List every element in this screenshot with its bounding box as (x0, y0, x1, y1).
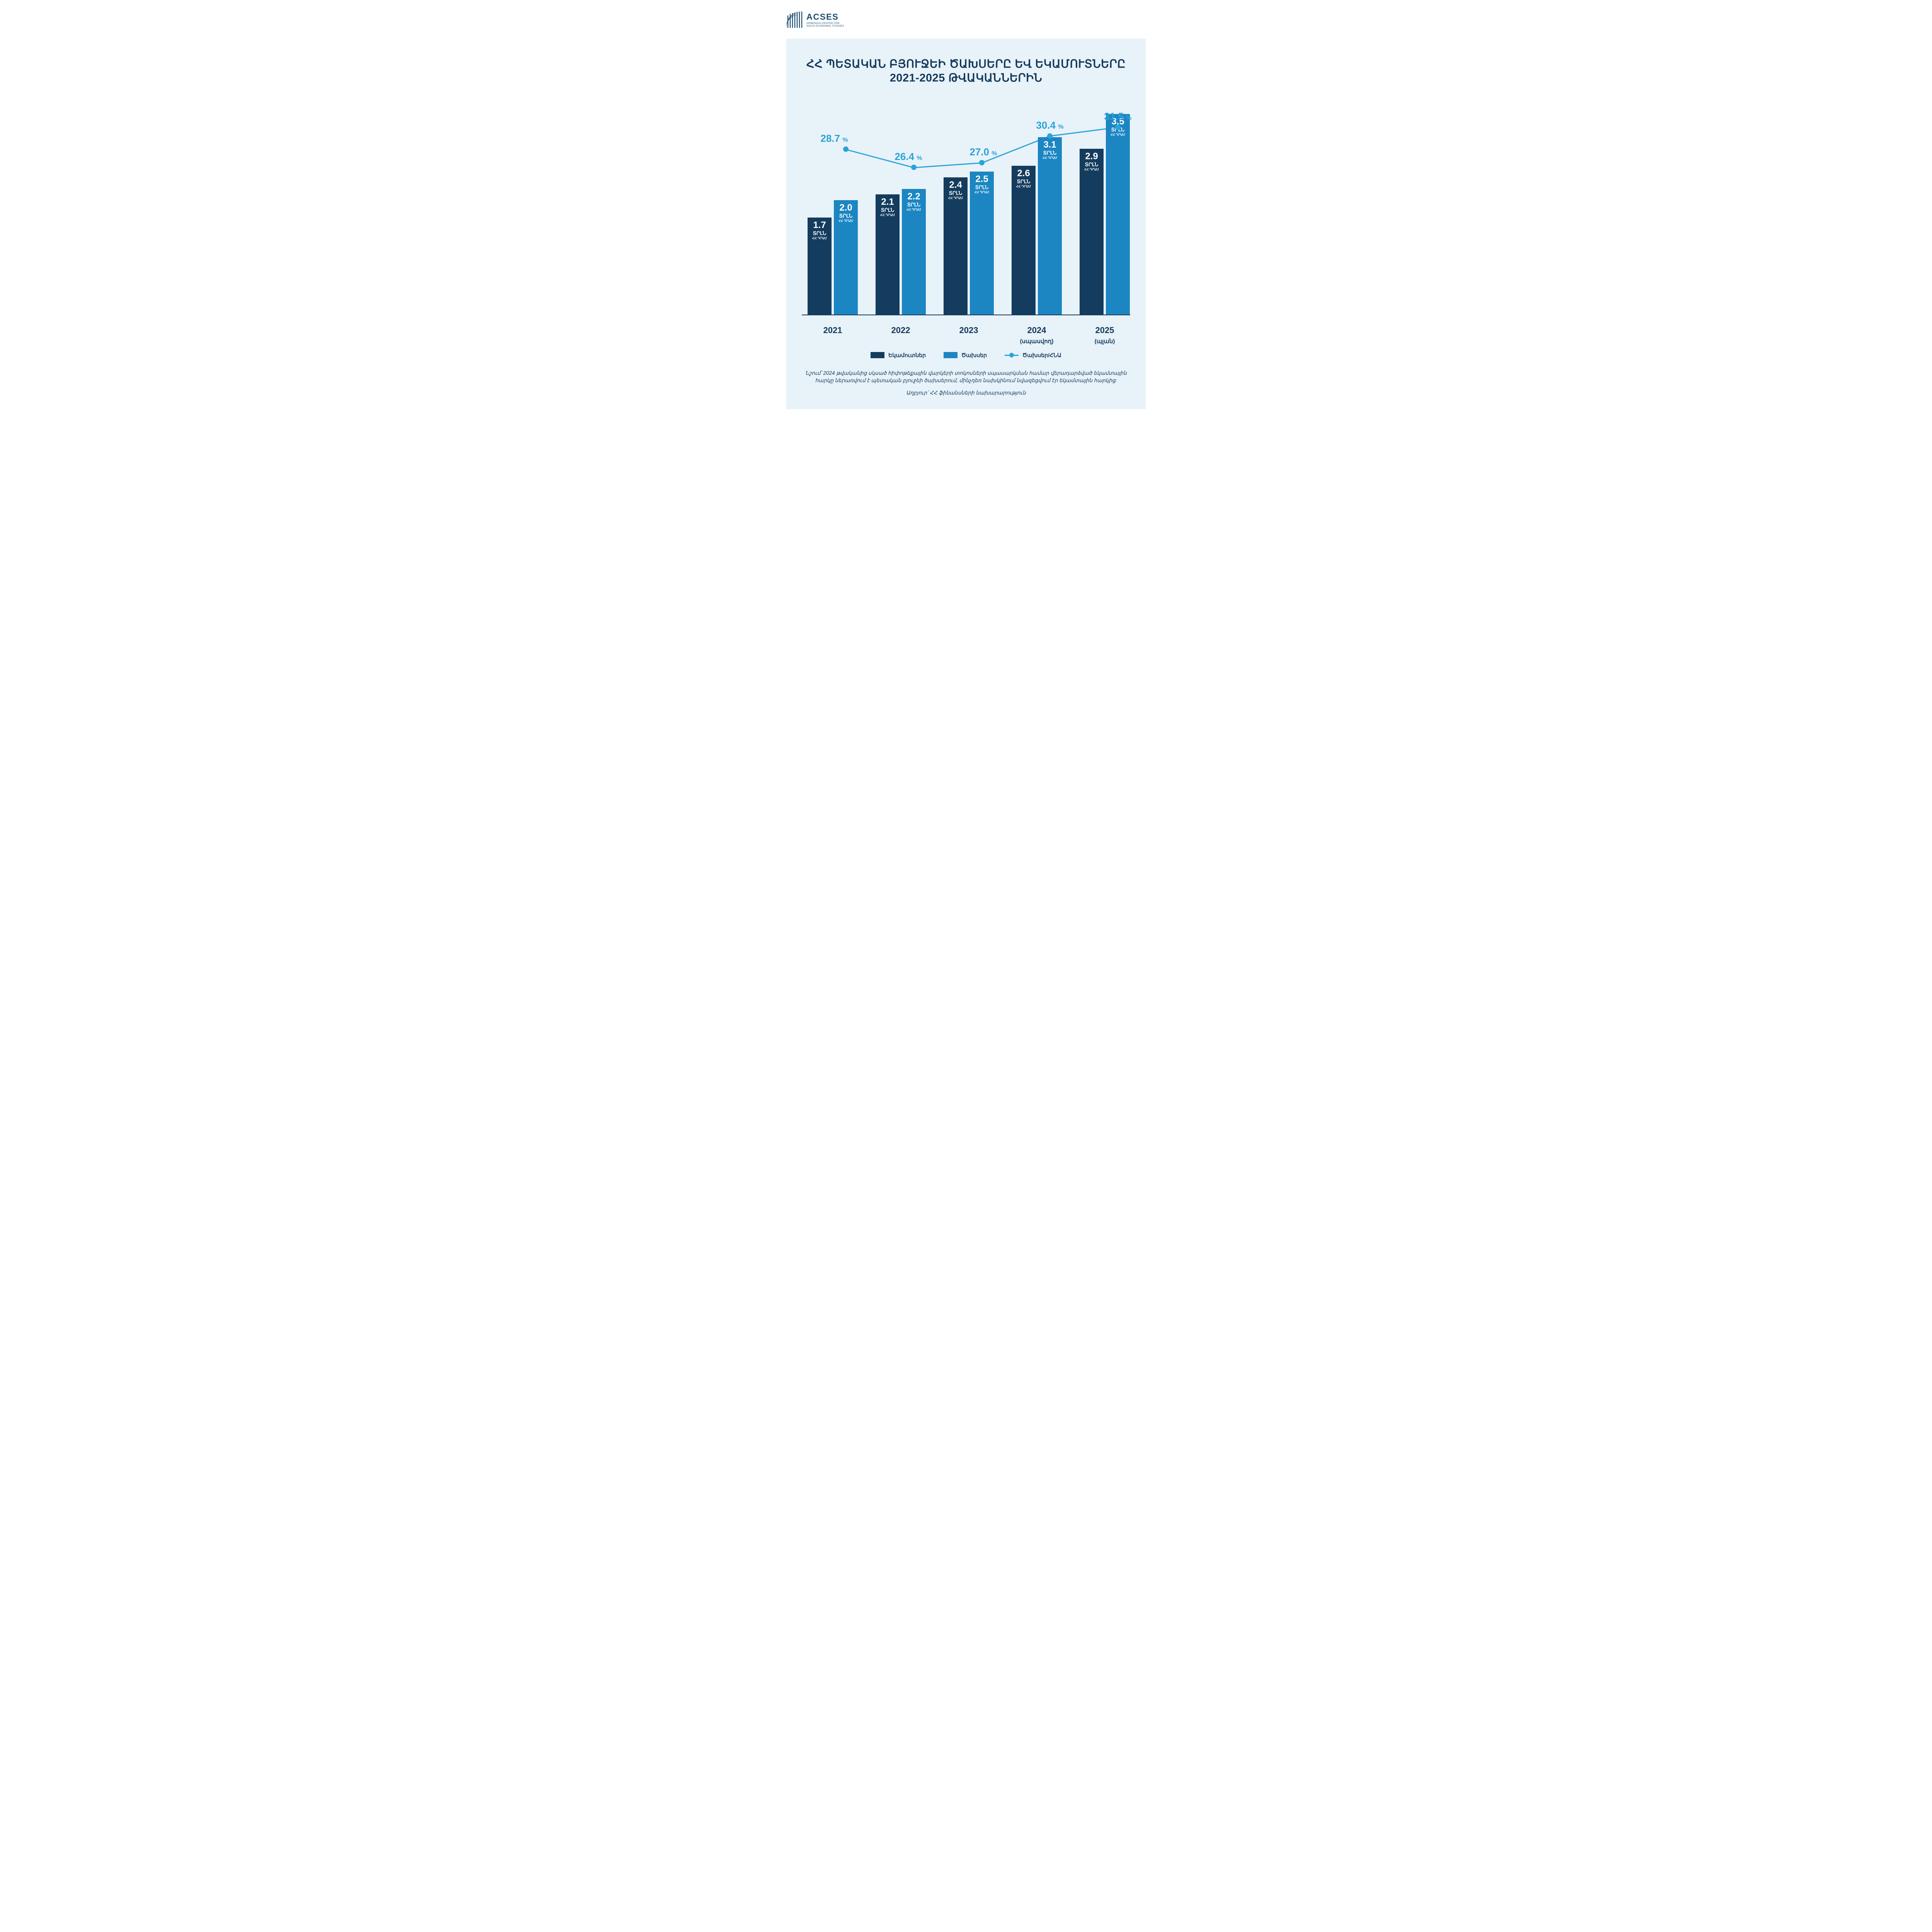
logo-mark-icon (786, 12, 803, 28)
line-points-layer: 28.7 % 26.4 % 27.0 % 30.4 % 31.5 % (802, 109, 1130, 315)
line-point (911, 165, 917, 170)
legend-label-revenues: Եկամուտներ (888, 352, 926, 359)
line-point (1047, 133, 1053, 139)
x-axis-labels: 2021202220232024(սպասվող)2025(պլան) (802, 319, 1130, 348)
line-point (1115, 124, 1121, 130)
chart-title: ՀՀ ՊԵՏԱԿԱՆ ԲՅՈՒՋԵԻ ԾԱԽՍԵՐԸ ԵՎ ԵԿԱՄՈՒՏՆԵՐ… (802, 57, 1130, 85)
line-value-label: 30.4 % (1036, 119, 1063, 131)
legend-ratio: Ծախսեր/ՀՆԱ (1005, 352, 1061, 359)
logo-sub1: ARMENIAN CENTER FOR (806, 22, 844, 25)
legend-swatch-revenues (871, 352, 884, 358)
legend-swatch-expenses (944, 352, 957, 358)
line-value-label: 28.7 % (820, 133, 848, 145)
logo-sub2: SOCIO-ECONOMIC STUDIES (806, 25, 844, 27)
page: ACSES ARMENIAN CENTER FOR SOCIO-ECONOMIC… (773, 0, 1159, 421)
x-label: 2025(պլան) (1074, 325, 1136, 345)
chart-card: ՀՀ ՊԵՏԱԿԱՆ ԲՅՈՒՋԵԻ ԾԱԽՍԵՐԸ ԵՎ ԵԿԱՄՈՒՏՆԵՐ… (786, 39, 1146, 409)
logo: ACSES ARMENIAN CENTER FOR SOCIO-ECONOMIC… (786, 12, 1146, 28)
line-value-label: 31.5 % (1104, 111, 1131, 122)
x-label: 2021 (802, 325, 864, 335)
chart: 1.7ՏՐԼՆՀՀ ԴՐԱՄ2.0ՏՐԼՆՀՀ ԴՐԱՄ2.1ՏՐԼՆՀՀ ԴՐ… (802, 109, 1130, 348)
line-value-label: 27.0 % (969, 146, 997, 158)
legend: Եկամուտներ Ծախսեր Ծախսեր/ՀՆԱ (802, 352, 1130, 359)
line-point (979, 160, 985, 165)
source: Աղբյուր՝ ՀՀ ֆինանսների նախարարություն (802, 390, 1130, 396)
line-point (843, 146, 849, 152)
legend-label-ratio: Ծախսեր/ՀՆԱ (1022, 352, 1061, 359)
x-label: 2024(սպասվող) (1006, 325, 1068, 345)
x-label: 2022 (870, 325, 932, 335)
legend-revenues: Եկամուտներ (871, 352, 926, 359)
logo-title: ACSES (806, 12, 844, 22)
logo-text: ACSES ARMENIAN CENTER FOR SOCIO-ECONOMIC… (806, 12, 844, 27)
legend-expenses: Ծախսեր (944, 352, 987, 359)
legend-label-expenses: Ծախսեր (961, 352, 987, 359)
footnote: Նշում՝ 2024 թվականից սկսած հիփոթեքային վ… (802, 369, 1130, 384)
legend-swatch-ratio (1005, 352, 1019, 358)
line-value-label: 26.4 % (895, 151, 922, 163)
x-label: 2023 (938, 325, 1000, 335)
